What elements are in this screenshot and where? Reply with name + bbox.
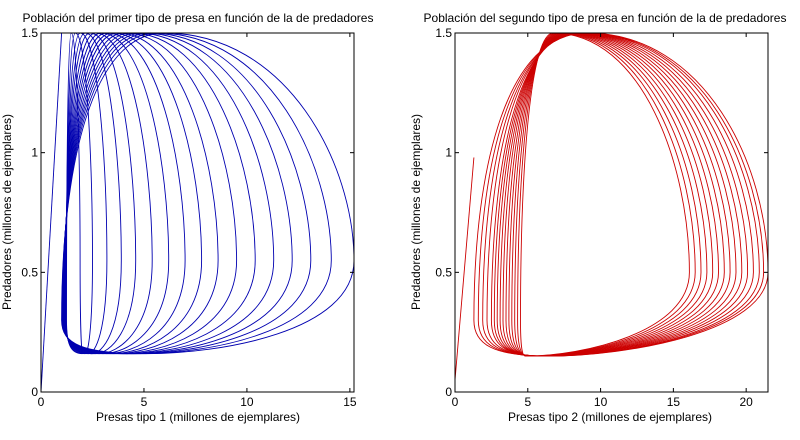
- right-chart-title: Población del segundo tipo de presa en f…: [424, 11, 787, 25]
- left-plot-area: 0 5 10 15 0 0.5 1 1.5: [21, 26, 357, 409]
- y-tick-label: 1.5: [21, 26, 38, 40]
- trajectory-loop-8: [499, 32, 731, 357]
- trajectory-loop-14: [65, 32, 122, 355]
- trajectory-loop-13: [64, 32, 137, 355]
- y-tick-label: 0.5: [21, 265, 38, 279]
- axes-box: [40, 32, 355, 393]
- x-tick-label: 5: [141, 395, 148, 409]
- y-tick-label: 0: [445, 385, 452, 399]
- initial-trajectory: [40, 32, 63, 393]
- trajectory-loop-5: [62, 32, 275, 355]
- x-tick-label: 0: [38, 395, 45, 409]
- x-tick-label: 10: [240, 395, 254, 409]
- y-tick-label: 1: [445, 146, 452, 160]
- trajectory-loop-16: [65, 32, 93, 355]
- left-chart-title: Población del primer tipo de presa en fu…: [23, 11, 374, 25]
- initial-trajectory: [454, 157, 475, 381]
- y-tick-label: 0: [31, 385, 38, 399]
- trajectory-loop-13: [514, 32, 702, 357]
- left-x-axis-label: Presas tipo 1 (millones de ejemplares): [96, 410, 300, 424]
- y-tick-label: 1.5: [435, 26, 452, 40]
- trajectory-loop-11: [508, 32, 714, 357]
- right-y-axis-label: Predadores (millones de ejemplares): [409, 114, 423, 310]
- x-tick-label: 20: [739, 395, 753, 409]
- left-y-axis-label: Predadores (millones de ejemplares): [0, 114, 14, 310]
- trajectory-loop-7: [62, 32, 238, 355]
- y-tick-label: 0.5: [435, 265, 452, 279]
- trajectory-loop-12: [64, 32, 153, 355]
- trajectory-loop-10: [505, 32, 719, 357]
- trajectory-loop-14: [517, 32, 696, 357]
- right-plot-area: 0 5 10 15 20 0 0.5 1 1.5: [435, 26, 769, 409]
- x-tick-label: 10: [594, 395, 608, 409]
- x-tick-label: 5: [524, 395, 531, 409]
- x-tick-label: 0: [452, 395, 459, 409]
- trajectory-loop-17: [66, 32, 83, 355]
- y-tick-label: 1: [31, 146, 38, 160]
- trajectory-loop-3: [61, 32, 312, 355]
- trajectory-loop-15: [65, 32, 108, 355]
- right-x-axis-label: Presas tipo 2 (millones de ejemplares): [508, 410, 712, 424]
- trajectory-loop-15: [520, 32, 690, 357]
- x-tick-label: 15: [343, 395, 357, 409]
- x-tick-label: 15: [667, 395, 681, 409]
- axes-box: [454, 32, 769, 393]
- trajectory-loop-12: [511, 32, 708, 357]
